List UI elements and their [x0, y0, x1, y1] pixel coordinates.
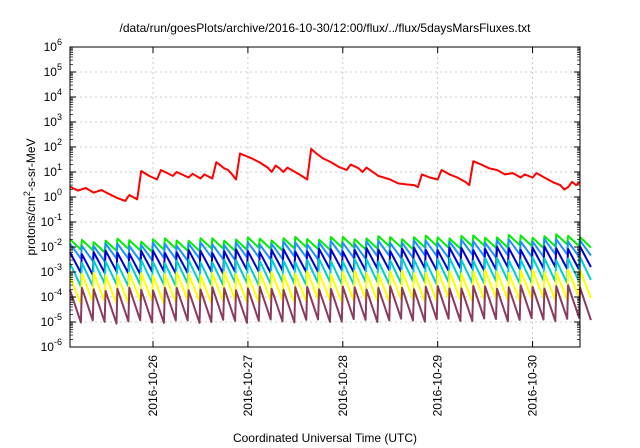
- y-axis-label: protons/cm2-s-sr-MeV: [22, 138, 38, 255]
- y-tick-label: 10-5: [41, 312, 62, 329]
- y-tick-base: 10: [41, 290, 55, 304]
- y-axis-label-prefix: protons/cm: [24, 196, 38, 255]
- y-tick-exp: -6: [54, 337, 62, 347]
- y-tick-label: 10-3: [41, 262, 62, 279]
- y-tick-base: 10: [41, 215, 55, 229]
- x-tick-label: 2016-10-27: [241, 355, 255, 417]
- y-tick-base: 10: [44, 165, 58, 179]
- y-tick-exp: 5: [57, 62, 62, 72]
- grid: [70, 47, 580, 347]
- y-tick-label: 104: [44, 87, 62, 104]
- series-line-4: [69, 245, 592, 276]
- y-tick-exp: 0: [57, 187, 62, 197]
- y-tick-exp: 3: [57, 112, 62, 122]
- y-tick-exp: -4: [54, 287, 62, 297]
- series-layer: [69, 147, 592, 325]
- y-tick-exp: 1: [57, 162, 62, 172]
- y-tick-base: 10: [41, 240, 55, 254]
- y-tick-base: 10: [44, 140, 58, 154]
- y-tick-base: 10: [44, 65, 58, 79]
- y-tick-exp: 2: [57, 137, 62, 147]
- y-tick-label: 10-6: [41, 337, 62, 354]
- y-tick-exp: 4: [57, 87, 62, 97]
- y-tick-base: 10: [44, 190, 58, 204]
- x-axis-label: Coordinated Universal Time (UTC): [233, 431, 417, 445]
- series-line-5: [69, 255, 592, 288]
- y-tick-base: 10: [44, 40, 58, 54]
- axes: 10-610-510-410-310-210-11001011021031041…: [41, 37, 580, 416]
- y-tick-label: 100: [44, 187, 62, 204]
- y-axis-label-suffix: -s-sr-MeV: [24, 138, 38, 191]
- series-line-7: [69, 284, 592, 325]
- y-tick-label: 105: [44, 62, 62, 79]
- y-tick-exp: -5: [54, 312, 62, 322]
- y-tick-exp: 6: [57, 37, 62, 47]
- y-tick-label: 101: [44, 162, 62, 179]
- x-tick-label: 2016-10-28: [336, 355, 350, 417]
- y-tick-label: 10-4: [41, 287, 62, 304]
- y-tick-base: 10: [44, 115, 58, 129]
- chart-title: /data/run/goesPlots/archive/2016-10-30/1…: [120, 21, 532, 35]
- y-tick-exp: -3: [54, 262, 62, 272]
- y-tick-base: 10: [41, 340, 55, 354]
- x-tick-label: 2016-10-26: [146, 355, 160, 417]
- y-tick-exp: -1: [54, 212, 62, 222]
- series-line-1: [69, 147, 581, 202]
- x-tick-label: 2016-10-30: [526, 355, 540, 417]
- x-tick-label: 2016-10-29: [431, 355, 445, 417]
- series-line-6: [69, 268, 592, 306]
- y-tick-base: 10: [41, 315, 55, 329]
- y-tick-label: 106: [44, 37, 62, 54]
- y-tick-label: 103: [44, 112, 62, 129]
- y-tick-base: 10: [41, 265, 55, 279]
- y-tick-base: 10: [44, 90, 58, 104]
- y-tick-exp: -2: [54, 237, 62, 247]
- y-tick-label: 10-2: [41, 237, 62, 254]
- y-tick-label: 10-1: [41, 212, 62, 229]
- y-axis-label-sup: 2: [22, 191, 32, 196]
- y-tick-label: 102: [44, 137, 62, 154]
